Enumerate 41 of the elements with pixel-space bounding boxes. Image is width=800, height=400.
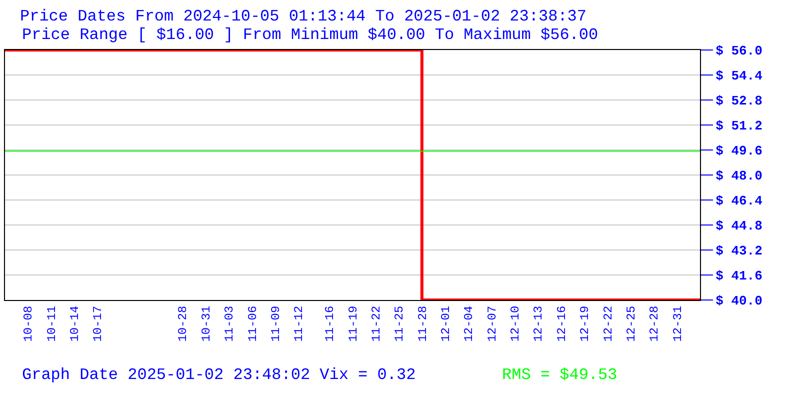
y-tick-label: $ 46.4 xyxy=(716,194,763,209)
x-tick-label: 10-14 xyxy=(68,306,82,342)
x-tick-label: 12-16 xyxy=(554,306,569,342)
x-tick-label: 11-19 xyxy=(346,306,360,342)
y-tick-label: $ 40.0 xyxy=(716,294,763,309)
x-tick-label: 12-04 xyxy=(462,306,476,342)
x-tick-label: 12-13 xyxy=(532,306,546,342)
x-tick-label: 12-01 xyxy=(438,306,453,342)
x-tick-label: 12-31 xyxy=(670,306,685,342)
x-tick-label: 11-22 xyxy=(369,306,384,342)
y-tick-label: $ 48.0 xyxy=(716,168,763,184)
x-tick-label: 11-06 xyxy=(246,306,260,342)
x-tick-label: 10-17 xyxy=(91,306,106,342)
x-tick-label: 12-25 xyxy=(624,306,638,342)
x-tick-label: 12-10 xyxy=(508,306,523,342)
y-tick-label: $ 44.8 xyxy=(716,218,763,234)
x-tick-label: 11-03 xyxy=(222,306,237,342)
x-tick-label: 12-07 xyxy=(485,306,500,342)
y-tick-label: $ 43.2 xyxy=(716,244,763,259)
x-tick-label: 11-09 xyxy=(268,306,283,342)
y-tick-label: $ 51.2 xyxy=(716,118,763,134)
text: Graph Date 2025-01-02 23:48:02 Vix = 0.32 xyxy=(22,366,416,384)
ref-line-label: RMS = $49.53 xyxy=(502,366,618,384)
y-tick-label: $ 52.8 xyxy=(716,94,763,109)
x-tick-label: 10-28 xyxy=(176,306,190,342)
x-tick-label: 11-12 xyxy=(292,306,306,342)
chart-subtitle: Price Range [ $16.00 ] From Minimum $40.00 To Maximum $56.00 xyxy=(22,26,598,44)
y-tick-label: $ 49.6 xyxy=(716,144,763,159)
x-tick-label: 12-28 xyxy=(648,306,662,342)
y-tick-label: $ 41.6 xyxy=(716,268,763,284)
x-tick-label: 10-11 xyxy=(44,306,59,342)
x-tick-label: 10-08 xyxy=(22,306,36,342)
x-tick-label: 11-25 xyxy=(392,306,407,342)
chart-title: Price Dates From 2024-10-05 01:13:44 To 2025-01-02 23:38:37 xyxy=(20,8,586,26)
y-tick-label: $ 54.4 xyxy=(716,68,763,84)
x-tick-label: 11-16 xyxy=(323,306,338,342)
x-tick-label: 11-28 xyxy=(416,306,430,342)
x-tick-label: 10-31 xyxy=(199,306,214,342)
x-tick-label: 12-19 xyxy=(578,306,592,342)
y-tick-label: $ 56.0 xyxy=(716,44,763,59)
x-tick-label: 12-22 xyxy=(601,306,616,342)
